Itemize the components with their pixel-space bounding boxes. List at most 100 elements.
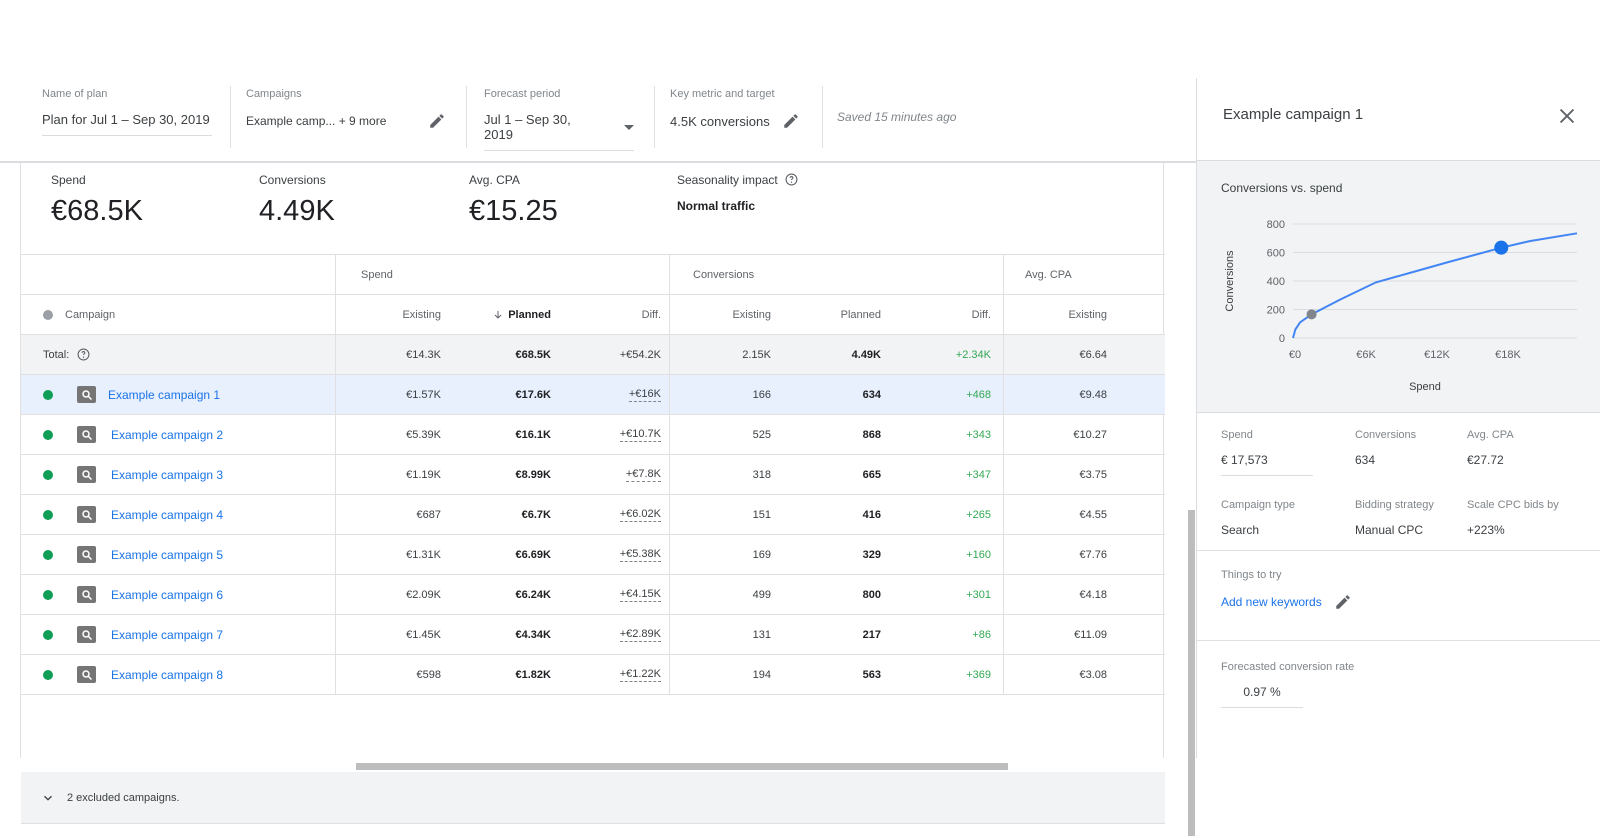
group-conversions: Conversions <box>693 268 755 281</box>
campaign-name-link[interactable]: Example campaign 8 <box>111 667 224 682</box>
summary-avg-cpa-label: Avg. CPA <box>469 173 520 187</box>
things-to-try-label: Things to try <box>1221 569 1282 581</box>
panel-spend: Spend € 17,573 <box>1221 429 1313 476</box>
saved-status: Saved 15 minutes ago <box>837 110 957 124</box>
status-active-icon <box>43 509 53 520</box>
pencil-icon[interactable] <box>1334 593 1352 611</box>
cell-conv-diff: +265 <box>966 508 991 521</box>
cell-conv-diff: +369 <box>966 668 991 681</box>
summary-avg-cpa: Avg. CPA €15.25 <box>469 173 558 228</box>
campaigns-field[interactable]: Campaigns Example camp... + 9 more <box>246 88 446 150</box>
col-cpa-existing[interactable]: Existing <box>1068 308 1107 321</box>
chart-y-tick-label: 0 <box>1279 333 1285 345</box>
group-spend: Spend <box>361 268 393 281</box>
summary-spend-label: Spend <box>51 173 86 187</box>
chart-x-tick-label: €0 <box>1289 349 1301 361</box>
table-row[interactable]: Example campaign 7 €1.45K €4.34K +€2.89K 131… <box>21 615 1165 655</box>
campaign-name-link[interactable]: Example campaign 5 <box>111 547 224 562</box>
horizontal-scrollbar[interactable] <box>356 763 1008 770</box>
panel-spend-label: Spend <box>1221 429 1253 441</box>
chart-existing-point <box>1306 309 1317 320</box>
table-row[interactable]: Example campaign 3 €1.19K €8.99K +€7.8K 318 6… <box>21 455 1165 495</box>
status-active-icon <box>43 669 53 680</box>
table-row[interactable]: Example campaign 4 €687 €6.7K +€6.02K 151 416… <box>21 495 1165 535</box>
vertical-scrollbar[interactable] <box>1188 510 1195 836</box>
seasonality-value: Normal traffic <box>677 199 756 213</box>
panel-conversions-label: Conversions <box>1355 429 1417 441</box>
help-circle-icon[interactable] <box>77 348 90 361</box>
campaign-name-link[interactable]: Example campaign 3 <box>111 467 224 482</box>
table-group-header: Spend Conversions Avg. CPA <box>21 255 1165 295</box>
table-row[interactable]: Example campaign 5 €1.31K €6.69K +€5.38K 169… <box>21 535 1165 575</box>
campaign-name-link[interactable]: Example campaign 1 <box>108 387 221 402</box>
excluded-campaigns-toggle[interactable]: 2 excluded campaigns. <box>21 772 1165 824</box>
forecast-period-label: Forecast period <box>484 88 561 100</box>
campaign-name-link[interactable]: Example campaign 2 <box>111 427 224 442</box>
cell-conv-existing: 131 <box>752 628 771 641</box>
help-circle-icon[interactable] <box>785 173 798 186</box>
panel-bidding-strategy: Bidding strategy Manual CPC <box>1355 499 1434 537</box>
cell-spend-diff: +€4.15K <box>619 587 661 602</box>
cell-conv-planned: 634 <box>862 388 881 401</box>
summary-spend: Spend €68.5K <box>51 173 143 228</box>
col-conv-existing[interactable]: Existing <box>732 308 771 321</box>
col-spend-existing[interactable]: Existing <box>402 308 441 321</box>
search-icon <box>77 586 96 603</box>
campaign-type-label: Campaign type <box>1221 499 1295 511</box>
cell-conv-planned: 868 <box>862 428 881 441</box>
pencil-icon[interactable] <box>782 112 800 130</box>
search-icon <box>77 546 96 563</box>
close-icon[interactable] <box>1556 105 1578 127</box>
campaigns-value: Example camp... + 9 more <box>246 114 387 128</box>
total-conv-existing: 2.15K <box>742 348 771 361</box>
chart-series-line <box>1292 232 1578 339</box>
cell-spend-existing: €687 <box>416 508 441 521</box>
header-divider <box>230 86 231 148</box>
cell-conv-existing: 166 <box>752 388 771 401</box>
add-new-keywords-link[interactable]: Add new keywords <box>1221 595 1322 609</box>
pencil-icon[interactable] <box>428 112 446 130</box>
cell-conv-existing: 151 <box>752 508 771 521</box>
cell-spend-diff: +€6.02K <box>619 507 661 522</box>
campaign-name-link[interactable]: Example campaign 7 <box>111 627 224 642</box>
forecast-period-select[interactable]: Jul 1 – Sep 30, 2019 <box>484 112 634 151</box>
table-row[interactable]: Example campaign 8 €598 €1.82K +€1.22K 194 56… <box>21 655 1165 695</box>
plan-name-value[interactable]: Plan for Jul 1 – Sep 30, 2019 <box>42 112 212 136</box>
cell-conv-diff: +301 <box>966 588 991 601</box>
col-spend-planned-sort[interactable]: Planned <box>461 295 551 334</box>
forecast-rate-value[interactable]: 0.97 % <box>1221 685 1303 708</box>
key-metric-field[interactable]: Key metric and target 4.5K conversions <box>670 88 810 150</box>
col-spend-diff[interactable]: Diff. <box>641 308 661 321</box>
table-row[interactable]: Example campaign 1 €1.57K €17.6K +€16K 166 63… <box>21 375 1165 415</box>
table-total-row: Total: €14.3K €68.5K +€54.2K 2.15K 4.49K… <box>21 335 1165 375</box>
table-row[interactable]: Example campaign 2 €5.39K €16.1K +€10.7K 525… <box>21 415 1165 455</box>
panel-header: Example campaign 1 <box>1197 78 1600 161</box>
campaigns-value-row[interactable]: Example camp... + 9 more <box>246 112 446 139</box>
campaign-name-link[interactable]: Example campaign 6 <box>111 587 224 602</box>
forecast-rate-label: Forecasted conversion rate <box>1221 661 1355 673</box>
key-metric-value-row[interactable]: 4.5K conversions <box>670 112 810 139</box>
group-avg-cpa: Avg. CPA <box>1025 268 1072 281</box>
cell-cpa-existing: €11.09 <box>1074 628 1107 641</box>
forecast-rate-section: Forecasted conversion rate 0.97 % <box>1197 641 1600 758</box>
cell-spend-diff: +€16K <box>628 387 661 402</box>
cell-cpa-existing: €4.18 <box>1079 588 1107 601</box>
table-row[interactable]: Example campaign 6 €2.09K €6.24K +€4.15K 499… <box>21 575 1165 615</box>
col-conv-planned[interactable]: Planned <box>840 308 881 321</box>
cell-spend-existing: €598 <box>416 668 441 681</box>
header-divider <box>654 86 655 148</box>
things-to-try-section: Things to try Add new keywords <box>1197 551 1600 641</box>
forecast-period-field[interactable]: Forecast period Jul 1 – Sep 30, 2019 <box>484 88 634 151</box>
cell-spend-planned: €1.82K <box>515 668 551 681</box>
campaign-column-header[interactable]: Campaign <box>43 295 115 334</box>
col-conv-diff[interactable]: Diff. <box>971 308 991 321</box>
campaign-name-link[interactable]: Example campaign 4 <box>111 507 224 522</box>
cell-conv-diff: +347 <box>966 468 991 481</box>
bidding-strategy-value: Manual CPC <box>1355 523 1424 537</box>
cell-spend-diff: +€5.38K <box>619 547 661 562</box>
panel-spend-value[interactable]: € 17,573 <box>1221 453 1313 476</box>
cell-conv-planned: 665 <box>862 468 881 481</box>
campaign-table: Spend Conversions Avg. CPA Campaign Exis… <box>21 255 1165 695</box>
chart-planned-point <box>1494 240 1509 255</box>
plan-name-field[interactable]: Name of plan Plan for Jul 1 – Sep 30, 20… <box>42 88 212 150</box>
